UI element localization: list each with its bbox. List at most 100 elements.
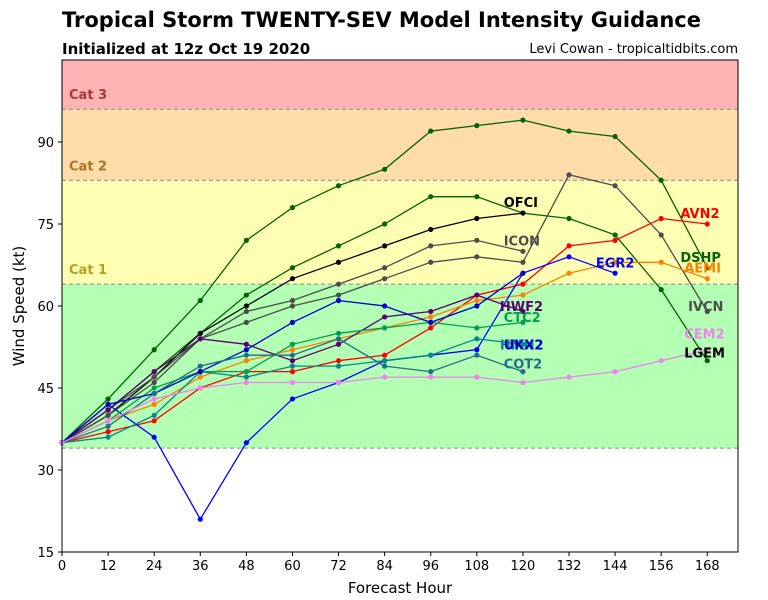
series-point-icon — [474, 237, 480, 243]
series-point-ukx2 — [428, 319, 434, 325]
series-point-icon — [335, 281, 342, 287]
series-point-dshp — [520, 117, 526, 123]
x-tick-label: 12 — [100, 559, 117, 574]
series-point-cem2 — [335, 379, 342, 386]
series-point-ctc2 — [474, 325, 480, 331]
series-point-hmn2 — [474, 336, 480, 342]
series-point-cem2 — [612, 369, 618, 375]
series-point-hwf2 — [289, 358, 296, 364]
y-tick-label: 75 — [37, 218, 54, 233]
series-point-hwf2 — [335, 341, 342, 347]
series-point-avn2 — [704, 221, 710, 227]
series-point-ctc2 — [335, 330, 342, 336]
series-point-cem2 — [658, 358, 664, 364]
series-point-avn2 — [520, 281, 526, 287]
series-point-ivcn — [243, 319, 249, 325]
series-point-dshp — [243, 237, 249, 243]
series-point-ivcn — [428, 259, 434, 265]
chart-title: Tropical Storm TWENTY-SEV Model Intensit… — [62, 8, 701, 32]
model-series — [59, 117, 710, 522]
model-label-ctc2: CTC2 — [504, 311, 541, 326]
x-tick-label: 96 — [422, 559, 439, 574]
model-label-ofci: OFCI — [504, 196, 538, 211]
series-point-aemi — [566, 270, 572, 276]
series-point-ofci — [382, 243, 388, 249]
series-point-ctc2 — [151, 385, 157, 391]
series-point-cot2 — [243, 352, 249, 358]
series-point-hmn2 — [428, 352, 434, 358]
series-point-cot2 — [151, 390, 157, 397]
series-point-dshp — [704, 265, 710, 271]
series-point-icon — [382, 265, 388, 271]
series-point-hwf2 — [520, 308, 526, 315]
series-point-ofci — [243, 303, 249, 309]
x-tick-label: 48 — [238, 559, 255, 574]
series-point-egr2 — [243, 440, 249, 446]
series-point-ivcn — [151, 379, 157, 386]
series-point-ofci — [289, 276, 296, 282]
model-label-aemi: AEMI — [684, 262, 721, 277]
series-point-cem2 — [428, 374, 434, 380]
series-point-aemi — [658, 259, 664, 265]
series-point-avn2 — [382, 352, 388, 358]
series-point-avn2 — [658, 215, 664, 222]
series-point-hmn2 — [243, 374, 249, 380]
series-point-aemi — [243, 358, 249, 364]
y-tick-label: 45 — [37, 382, 54, 397]
series-point-cot2 — [474, 352, 480, 358]
x-tick-label: 132 — [557, 559, 582, 574]
series-point-ivcn — [566, 172, 572, 178]
category-label-cat-1: Cat 1 — [69, 263, 107, 278]
series-point-egr2 — [566, 254, 572, 260]
series-point-egr2 — [289, 396, 296, 402]
series-point-lgem — [612, 232, 618, 238]
y-tick-label: 15 — [37, 546, 54, 561]
series-point-ofci — [520, 210, 526, 216]
y-tick-label: 60 — [37, 300, 54, 315]
series-point-cot2 — [105, 423, 111, 429]
series-point-dshp — [474, 123, 480, 129]
series-point-cot2 — [520, 369, 526, 375]
series-point-cot2 — [335, 336, 342, 342]
series-point-dshp — [612, 133, 618, 140]
series-point-dshp — [197, 297, 203, 304]
series-point-cem2 — [704, 347, 710, 353]
series-point-cem2 — [289, 379, 296, 386]
series-point-avn2 — [151, 418, 157, 424]
x-tick-label: 36 — [192, 559, 209, 574]
series-point-egr2 — [151, 434, 157, 440]
series-point-ofci — [428, 226, 434, 233]
series-point-ukx2 — [335, 297, 342, 304]
series-point-ctc2 — [243, 369, 249, 375]
series-point-hwf2 — [474, 292, 480, 298]
series-point-ukx2 — [243, 347, 249, 353]
series-point-avn2 — [428, 325, 434, 331]
series-point-cem2 — [105, 418, 111, 424]
series-point-ivcn — [520, 259, 526, 265]
series-point-cot2 — [428, 369, 434, 375]
series-point-cem2 — [151, 396, 157, 402]
series-point-cem2 — [382, 374, 388, 380]
series-point-ukx2 — [474, 303, 480, 309]
series-point-ivcn — [474, 254, 480, 260]
x-tick-label: 60 — [284, 559, 301, 574]
series-point-lgem — [428, 194, 434, 200]
series-point-aemi — [197, 374, 203, 380]
band-1 — [62, 180, 738, 285]
x-tick-label: 72 — [330, 559, 347, 574]
x-tick-label: 144 — [603, 559, 628, 574]
series-point-egr2 — [612, 270, 618, 276]
model-label-ivcn: IVCN — [688, 300, 723, 315]
series-point-dshp — [335, 183, 342, 189]
series-point-avn2 — [566, 243, 572, 249]
series-point-hwf2 — [382, 314, 388, 320]
x-tick-label: 84 — [376, 559, 393, 574]
series-point-dshp — [151, 347, 157, 353]
y-ticks: 15 30 45 60 75 90 — [37, 136, 62, 561]
series-point-cot2 — [382, 363, 388, 369]
series-hmn2 — [59, 336, 526, 446]
series-point-dshp — [289, 205, 296, 211]
series-point-ivcn — [335, 292, 342, 298]
series-point-avn2 — [105, 429, 111, 435]
